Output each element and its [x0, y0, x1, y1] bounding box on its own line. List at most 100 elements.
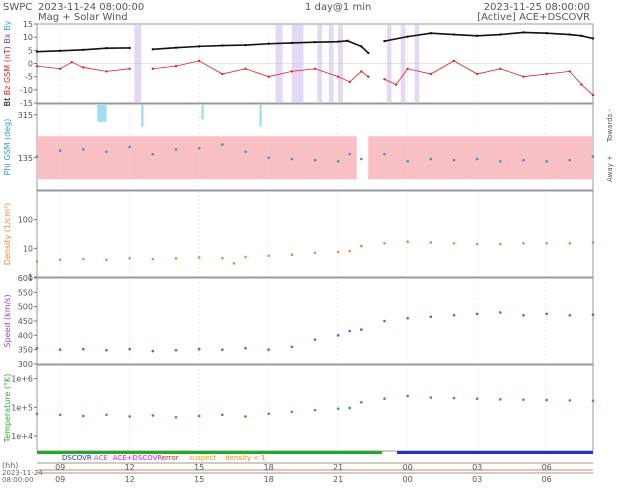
data-point — [267, 75, 270, 78]
data-gap — [352, 366, 366, 450]
y-label-part: Bx — [3, 33, 12, 46]
series-temperature — [35, 394, 595, 419]
data-point — [591, 93, 595, 97]
time-tick-label-bottom: 00 — [403, 475, 413, 484]
data-point — [367, 75, 370, 78]
data-point — [348, 406, 352, 410]
data-point — [394, 83, 398, 86]
data-point — [336, 40, 340, 43]
data-point — [383, 39, 386, 43]
data-point — [348, 80, 351, 84]
data-point — [151, 414, 155, 417]
subtitle: Mag + Solar Wind — [38, 12, 128, 23]
data-point — [58, 67, 62, 70]
source-legend: DSCOVR ACE ACE+DSCOVR error suspect density <… — [37, 451, 593, 462]
data-point — [151, 349, 155, 353]
data-point — [35, 155, 39, 158]
panel-frame — [36, 277, 594, 365]
data-point — [545, 312, 548, 316]
time-tick-label: 21 — [333, 463, 343, 472]
y-tick-label: -5 — [25, 73, 33, 82]
panel-phi-angle: 135 315 Phi GSM (deg) Towards - Away + — [3, 103, 614, 191]
data-point — [475, 242, 479, 246]
series-bz-gsm — [35, 59, 595, 97]
data-point — [290, 41, 294, 45]
data-point — [290, 410, 294, 414]
data-point — [313, 40, 317, 44]
data-point — [290, 157, 294, 161]
data-point — [70, 60, 73, 64]
legend-item: density < 1 — [225, 454, 265, 462]
data-point — [174, 148, 178, 151]
data-point — [568, 399, 572, 402]
data-point — [522, 158, 525, 162]
data-point — [174, 64, 178, 68]
y-tick-label: 400 — [18, 331, 33, 340]
data-point — [197, 347, 201, 351]
data-gap — [352, 279, 366, 363]
data-point — [360, 157, 363, 161]
data-point — [128, 256, 131, 260]
panel-frame — [36, 190, 594, 278]
y-tick-label: 500 — [18, 303, 33, 312]
data-point — [429, 241, 433, 244]
data-point — [221, 256, 224, 260]
panel-speed: 300 350 400 450 500 550 600 Speed (km/s) — [3, 274, 595, 369]
data-point — [244, 346, 247, 350]
data-point — [82, 347, 85, 351]
data-point — [591, 399, 595, 403]
axis-start-clock: 08:00:00 — [2, 476, 33, 484]
data-point — [336, 334, 340, 337]
data-point — [429, 32, 433, 35]
data-point — [197, 414, 201, 418]
data-point — [367, 51, 370, 55]
series-phi-gsm — [35, 143, 595, 163]
panel-magnetic-field: -15 -10 -5 0 5 10 15 Bt Bz GSM (nT) Bx By — [3, 20, 595, 108]
legend-item: DSCOVR — [62, 454, 92, 462]
data-point — [568, 70, 572, 73]
data-point — [128, 415, 131, 418]
data-point — [151, 152, 155, 156]
data-point — [499, 242, 502, 246]
data-point — [348, 249, 352, 253]
legend-item: ACE — [94, 454, 108, 462]
data-point — [35, 346, 39, 350]
data-point — [58, 413, 62, 417]
data-point — [568, 158, 572, 162]
towards-spike — [259, 105, 262, 127]
y-tick-label: 315 — [18, 111, 33, 120]
legend-item: error — [162, 454, 179, 462]
data-point — [267, 156, 270, 160]
y-tick-label: 5 — [28, 46, 33, 55]
data-point — [475, 157, 479, 161]
data-point — [545, 241, 548, 245]
data-point — [244, 67, 247, 70]
y-axis-label: Phi GSM (deg) — [3, 119, 12, 176]
data-point — [221, 44, 224, 47]
data-point — [383, 319, 386, 323]
data-point — [197, 146, 201, 150]
data-point — [35, 260, 39, 263]
y-tick-label: 10 — [23, 244, 33, 253]
data-point — [429, 396, 433, 399]
data-point — [580, 34, 583, 38]
data-point — [221, 348, 224, 351]
data-point — [429, 72, 433, 76]
data-point — [58, 348, 62, 351]
data-point — [313, 338, 317, 341]
data-point — [568, 241, 572, 245]
data-point — [348, 152, 352, 156]
data-point — [197, 45, 201, 48]
data-point — [452, 59, 456, 63]
data-point — [58, 258, 62, 262]
data-point — [475, 397, 479, 401]
data-point — [406, 160, 409, 163]
data-point — [545, 160, 548, 163]
data-point — [346, 39, 349, 43]
data-point — [197, 59, 201, 63]
data-point — [290, 253, 294, 256]
data-point — [591, 313, 595, 316]
data-point — [105, 348, 108, 352]
